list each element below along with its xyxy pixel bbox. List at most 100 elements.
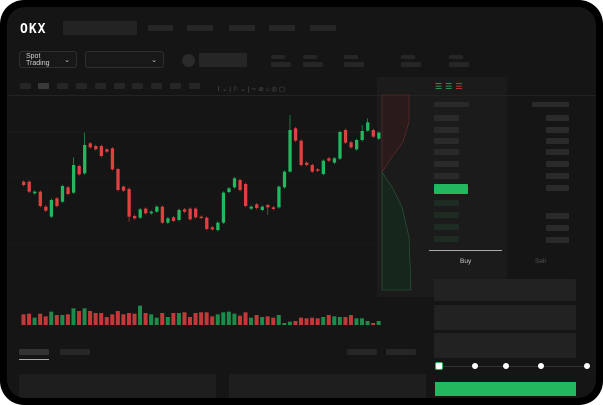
orderbook-view-icons[interactable]: ☰☰☰	[435, 82, 466, 91]
nav-item[interactable]	[148, 25, 173, 31]
candle-body	[310, 165, 314, 172]
tab-open-orders[interactable]	[19, 349, 49, 355]
drawing-tools-icon[interactable]: ⌇ ⌄ | ⚐ ⌄ | ∼ ⊘ ⌂ ◎ ▢	[217, 86, 285, 93]
candle-body	[210, 227, 214, 230]
nav-item[interactable]	[187, 25, 213, 31]
timeframe-button[interactable]	[170, 83, 181, 89]
volume-bar	[21, 314, 26, 325]
total-input[interactable]	[434, 333, 576, 358]
candle-body	[166, 218, 170, 223]
pair-dropdown[interactable]: ⌄	[85, 51, 164, 68]
volume-bar	[254, 315, 259, 325]
ask-price	[434, 173, 459, 179]
volume-bar	[126, 313, 131, 325]
volume-bar	[276, 315, 281, 325]
slider-mark-75[interactable]	[538, 363, 544, 369]
volume-bar	[226, 311, 231, 325]
volume-bar	[54, 315, 59, 325]
filter-button[interactable]	[386, 349, 416, 355]
candle-body	[343, 130, 348, 143]
orderbook-both-icon[interactable]: ☰	[435, 82, 446, 91]
volume-bar	[193, 313, 198, 325]
ask-size	[546, 115, 569, 121]
timeframe-button[interactable]	[76, 83, 87, 89]
candle-body	[305, 162, 309, 165]
timeframe-button[interactable]	[20, 83, 31, 89]
filter-button[interactable]	[347, 349, 377, 355]
app-screen: OKX Spot Trading ⌄ ⌄ ⌇ ⌄ | ⚐ ⌄ | ∼ ⊘ ⌂ ◎ …	[7, 7, 596, 398]
amount-slider[interactable]	[438, 366, 588, 367]
ask-price	[434, 115, 459, 121]
ask-size	[546, 138, 569, 144]
tab-buy[interactable]: Buy	[460, 258, 472, 265]
tab-sell[interactable]: Sell	[535, 258, 546, 265]
slider-handle[interactable]	[435, 362, 443, 370]
candle-body	[205, 217, 209, 229]
volume-bar	[376, 321, 381, 325]
volume-bar	[310, 317, 315, 325]
volume-bar	[299, 317, 303, 325]
candle-body	[327, 158, 331, 161]
orderbook-sell-icon[interactable]: ☰	[455, 82, 466, 91]
volume-bar	[160, 313, 165, 325]
volume-bar	[360, 318, 365, 325]
candle-body	[133, 216, 137, 219]
amount-input[interactable]	[434, 305, 576, 330]
volume-bar	[49, 311, 54, 325]
ask-size	[546, 127, 569, 133]
candle-body	[288, 130, 292, 172]
timeframe-button[interactable]	[132, 83, 143, 89]
orderbook-buy-icon[interactable]: ☰	[445, 82, 456, 91]
candle-body	[55, 198, 59, 206]
chevron-down-icon: ⌄	[64, 56, 70, 64]
price-input[interactable]	[434, 279, 576, 301]
volume-bar	[88, 311, 93, 325]
timeframe-button[interactable]	[38, 83, 49, 89]
volume-bar	[32, 317, 37, 325]
nav-item[interactable]	[310, 25, 336, 31]
price-chart[interactable]	[7, 7, 596, 398]
timeframe-button[interactable]	[95, 83, 106, 89]
timeframe-button[interactable]	[57, 83, 68, 89]
slider-mark-100[interactable]	[584, 363, 590, 369]
bid-size	[546, 225, 569, 231]
bottom-card	[19, 374, 216, 398]
timeframe-button[interactable]	[189, 83, 200, 89]
bid-price	[434, 224, 459, 230]
candle-body	[232, 178, 237, 188]
volume-bar	[365, 321, 370, 325]
nav-item[interactable]	[269, 25, 295, 31]
volume-bar	[321, 317, 326, 325]
volume-bar	[287, 321, 292, 325]
volume-bar	[104, 317, 109, 325]
bid-price	[434, 212, 459, 218]
tab-order-history[interactable]	[60, 349, 90, 355]
nav-item[interactable]	[229, 25, 255, 31]
candle-body	[293, 128, 298, 141]
timeframe-button[interactable]	[151, 83, 162, 89]
bid-size	[546, 237, 569, 243]
volume-bar	[143, 313, 148, 325]
search-bar[interactable]	[63, 21, 137, 35]
pair-price	[199, 53, 247, 67]
candle-body	[349, 142, 353, 148]
volume-bar	[121, 314, 126, 325]
volume-bar	[204, 312, 209, 325]
volume-bar	[43, 316, 48, 325]
timeframe-button[interactable]	[114, 83, 125, 89]
volume-bar	[188, 317, 192, 325]
volume-bar	[132, 313, 137, 325]
slider-mark-25[interactable]	[472, 363, 478, 369]
buy-button[interactable]	[435, 382, 576, 396]
slider-mark-50[interactable]	[503, 363, 509, 369]
volume-bar	[65, 314, 70, 325]
market-type-dropdown[interactable]: Spot Trading ⌄	[19, 51, 77, 68]
candle-body	[182, 209, 187, 212]
candle-body	[27, 181, 31, 192]
volume-bar	[82, 308, 87, 325]
volume-bar	[232, 313, 237, 325]
volume-bar	[265, 316, 270, 325]
candle-body	[116, 169, 120, 190]
candle-body	[338, 132, 342, 159]
